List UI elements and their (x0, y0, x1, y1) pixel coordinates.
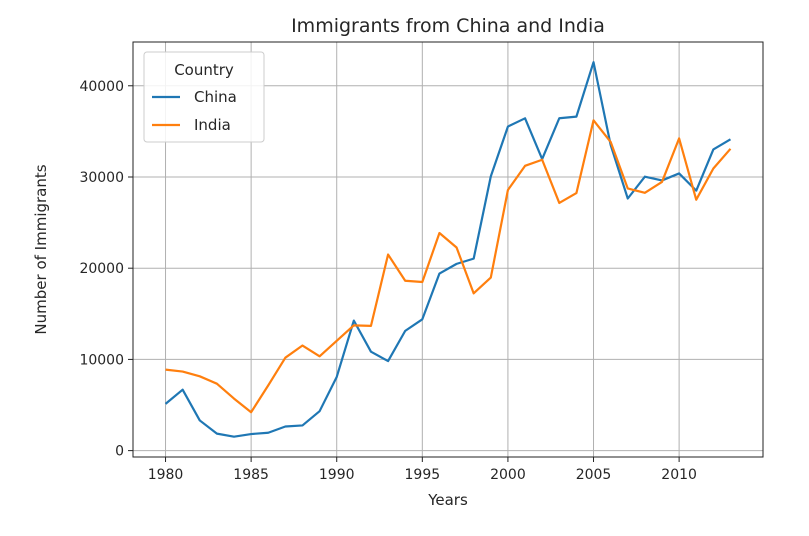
x-tick-label: 1980 (148, 467, 184, 483)
y-axis-label: Number of Immigrants (32, 164, 50, 334)
x-tick-label: 2010 (661, 467, 697, 483)
x-tick-label: 2000 (490, 467, 526, 483)
x-tick-label: 1985 (233, 467, 269, 483)
legend-label-india: India (194, 116, 231, 134)
series-lines (164, 61, 732, 438)
legend-label-china: China (194, 88, 237, 106)
series-line-china (164, 61, 732, 438)
x-tick-label: 2005 (576, 467, 612, 483)
y-tick-label: 30000 (79, 170, 124, 186)
series-line-india (165, 119, 732, 414)
legend-title: Country (174, 61, 234, 79)
legend-items: China India (152, 88, 237, 134)
y-tick-label: 40000 (79, 79, 124, 95)
y-tick-label: 0 (115, 444, 124, 460)
x-tick-label: 1990 (319, 467, 355, 483)
chart-title: Immigrants from China and India (291, 15, 605, 37)
x-axis-label: Years (427, 491, 468, 509)
y-tick-label: 10000 (79, 352, 124, 368)
x-tick-label: 1995 (405, 467, 441, 483)
plot-frame (132, 41, 764, 458)
axes: 1980 1985 1990 1995 2000 2005 2010 0 10000 20000 3… (79, 79, 696, 483)
legend-box (143, 51, 265, 143)
legend: Country China India (143, 51, 265, 143)
y-tick-label: 20000 (79, 261, 124, 277)
